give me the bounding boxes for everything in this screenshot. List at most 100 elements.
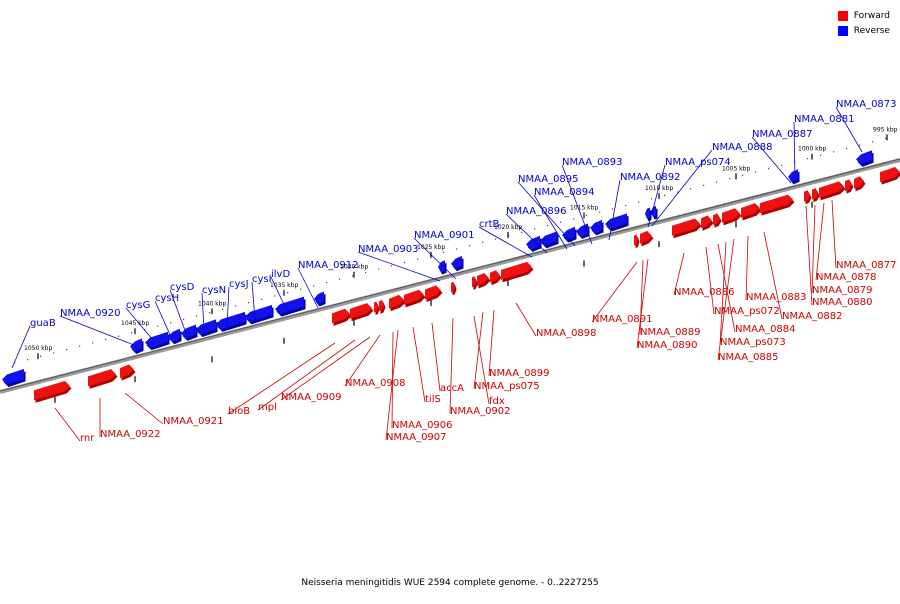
minor-tick [534,228,535,229]
minor-tick [209,312,210,313]
legend-forward-label: Forward [854,11,890,21]
reverse-swatch [838,26,848,36]
forward-gene-label: NMAA_0886 [674,287,735,298]
minor-tick [352,275,353,276]
forward-gene-label: NMAA_ps075 [474,381,540,392]
minor-tick [222,309,223,310]
minor-tick [599,212,600,213]
kbp-tick-label: 1045 kbp [121,320,149,327]
forward-gene-label-leader [450,318,453,414]
minor-tick [742,175,743,176]
minor-tick [703,185,704,186]
minor-tick [664,195,665,196]
minor-tick [326,282,327,283]
forward-gene-label: NMAA_0902 [450,406,511,417]
minor-tick [313,285,314,286]
forward-gene-label: NMAA_0909 [281,392,342,403]
minor-tick [417,259,418,260]
minor-tick [248,302,249,303]
forward-gene-label-leader [55,408,80,441]
forward-gene-label: fdx [489,396,505,407]
minor-tick [105,339,106,340]
reverse-gene-label: NMAA_0887 [752,129,813,140]
minor-tick [157,326,158,327]
minor-tick [716,181,717,182]
reverse-gene-label: NMAA_0888 [712,142,773,153]
minor-tick [859,145,860,146]
minor-tick [66,349,67,350]
forward-gene-label: tilS [425,394,441,405]
minor-tick [118,336,119,337]
minor-tick [638,202,639,203]
reverse-gene-label: NMAA_0912 [298,260,359,271]
minor-tick [625,205,626,206]
forward-gene-label-leader [812,205,815,293]
reverse-gene-label: cysD [170,282,195,293]
minor-tick [820,155,821,156]
minor-tick [274,295,275,296]
minor-tick [755,171,756,172]
minor-tick [469,245,470,246]
forward-gene-label-leader [125,393,163,424]
minor-tick [560,222,561,223]
forward-gene-label: NMAA_0879 [812,285,873,296]
forward-gene-label: NMAA_0906 [392,420,453,431]
minor-tick [261,299,262,300]
reverse-gene-label: cysI [252,274,272,285]
minor-tick [300,289,301,290]
kbp-tick-label: 995 kbp [873,126,898,133]
minor-tick [131,332,132,333]
legend-reverse: Reverse [838,23,890,38]
minor-tick [339,279,340,280]
minor-tick [235,305,236,306]
reverse-gene-label: NMAA_ps074 [665,157,731,168]
forward-gene-label: NMAA_ps073 [720,337,786,348]
minor-tick [729,178,730,179]
reverse-gene-label-leader [506,214,547,253]
minor-tick [40,356,41,357]
forward-gene-label-leader [706,247,714,314]
forward-gene-label: accA [440,383,464,394]
kbp-tick-label: 1035 kbp [270,282,298,289]
forward-gene-label: NMAA_0882 [782,311,843,322]
reverse-gene-label: cysN [202,285,226,296]
reverse-gene-label: NMAA_0894 [534,187,595,198]
legend: Forward Reverse [838,8,890,38]
minor-tick [404,262,405,263]
kbp-tick-label: 1050 kbp [24,345,52,352]
forward-gene-label-leader [432,323,440,391]
minor-tick [27,359,28,360]
kbp-tick-label: 1015 kbp [570,204,598,211]
kbp-tick-label: 1000 kbp [798,146,826,153]
forward-gene-label: NMAA_0907 [386,432,447,443]
forward-gene-label-leader [413,327,425,402]
forward-gene-label-leader [516,303,536,336]
minor-tick [885,138,886,139]
reverse-gene-label: NMAA_0893 [562,157,623,168]
minor-tick [768,168,769,169]
minor-tick [170,322,171,323]
forward-gene-label-leader [832,200,836,268]
legend-reverse-label: Reverse [854,26,890,36]
minor-tick [495,238,496,239]
minor-tick [586,215,587,216]
forward-gene-label: NMAA_0885 [718,352,779,363]
forward-swatch [838,11,848,21]
minor-tick [391,265,392,266]
forward-gene-label: NMAA_0891 [592,314,653,325]
genome-caption: Neisseria meningitidis WUE 2594 complete… [0,578,900,588]
reverse-gene-label: ilvD [271,269,290,280]
legend-forward: Forward [838,8,890,23]
minor-tick [846,148,847,149]
minor-tick [443,252,444,253]
forward-gene-label-leader [489,310,494,376]
reverse-gene-label: NMAA_0901 [414,230,475,241]
reverse-gene-label: NMAA_0895 [518,174,579,185]
minor-tick [690,188,691,189]
forward-gene-label: rnr [80,433,95,444]
reverse-gene-label: NMAA_0920 [60,308,121,319]
forward-gene-label: NMAA_0880 [812,297,873,308]
forward-gene-label: bioB [228,406,250,417]
minor-tick [365,272,366,273]
